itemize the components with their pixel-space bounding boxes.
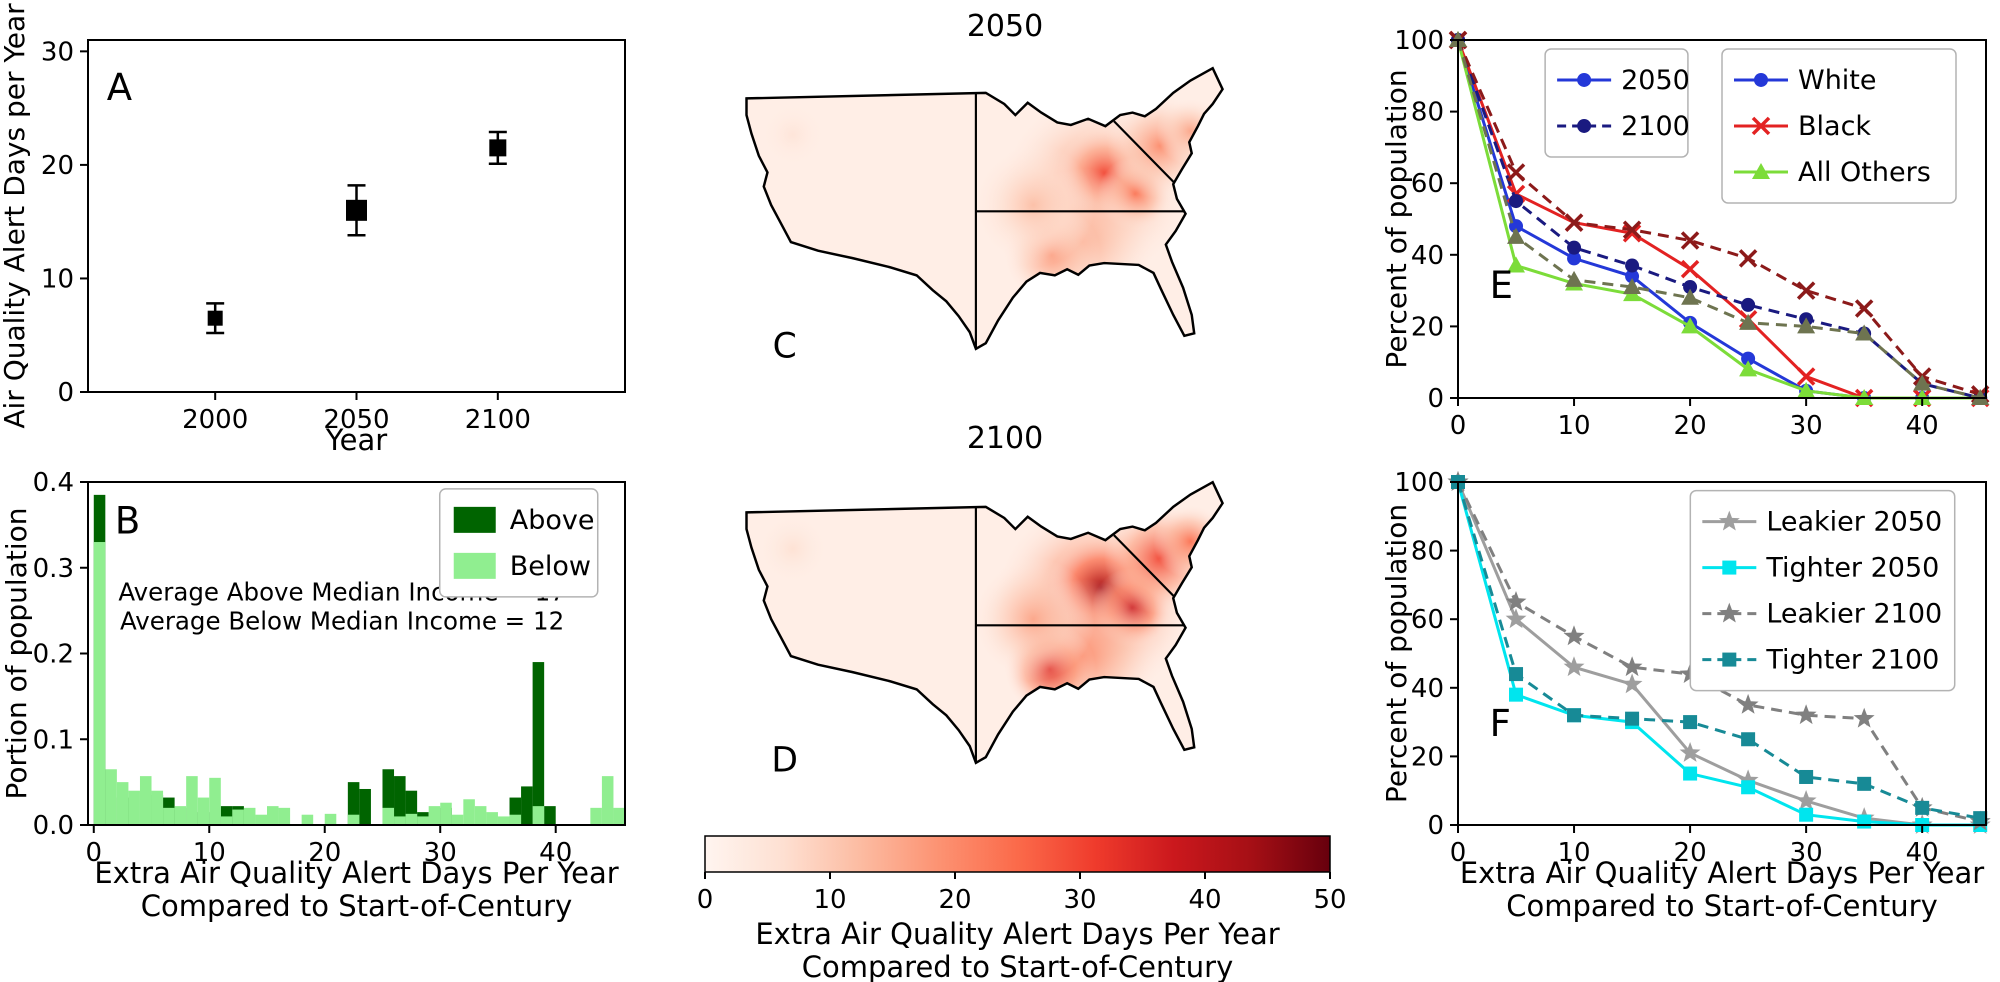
svg-text:B: B: [115, 499, 140, 542]
map-2050: C: [745, 66, 1224, 366]
svg-text:40: 40: [1906, 838, 1939, 868]
svg-text:0: 0: [1427, 384, 1444, 414]
svg-text:20: 20: [938, 885, 971, 915]
svg-text:30: 30: [41, 37, 74, 67]
svg-text:Compared to Start-of-Century: Compared to Start-of-Century: [802, 950, 1234, 982]
svg-text:20: 20: [1674, 411, 1707, 441]
svg-text:0.1: 0.1: [33, 725, 74, 755]
svg-text:0: 0: [1450, 411, 1467, 441]
svg-text:2050: 2050: [1621, 65, 1690, 96]
panel-a-chart: 2000 2050 2100 0 10 20 30 Year Air Quality Alert…: [0, 3, 626, 457]
svg-text:A: A: [107, 66, 132, 109]
svg-text:2100: 2100: [465, 405, 531, 435]
svg-text:Tighter 2050: Tighter 2050: [1765, 553, 1939, 584]
svg-text:Percent of population: Percent of population: [1380, 504, 1413, 803]
panel-f-chart: 0 10 20 30 40 0 20 40 60 80 100 Extra Air Quality A…: [1380, 468, 1991, 923]
svg-text:40: 40: [539, 838, 572, 868]
svg-text:Percent of population: Percent of population: [1380, 69, 1413, 368]
map-2050-title: 2050: [966, 9, 1044, 44]
svg-text:Portion of population: Portion of population: [0, 508, 33, 800]
svg-text:80: 80: [1411, 537, 1444, 567]
svg-text:Year: Year: [325, 423, 387, 457]
svg-text:10: 10: [1557, 411, 1590, 441]
svg-text:Leakier 2050: Leakier 2050: [1766, 507, 1942, 538]
svg-text:0: 0: [1427, 811, 1444, 841]
svg-text:2050: 2050: [323, 405, 389, 435]
panel-b-histogram: 0 10 20 30 40 0.0 0.1 0.2 0.3 0.4 Extra Air Qualit…: [0, 468, 626, 923]
svg-text:40: 40: [1188, 885, 1221, 915]
svg-text:60: 60: [1411, 169, 1444, 199]
svg-text:40: 40: [1411, 241, 1444, 271]
svg-text:100: 100: [1394, 468, 1444, 498]
svg-text:White: White: [1798, 65, 1877, 96]
svg-text:0.2: 0.2: [33, 640, 74, 670]
svg-text:Compared to Start-of-Century: Compared to Start-of-Century: [1506, 889, 1938, 923]
svg-text:0: 0: [86, 838, 103, 868]
svg-text:80: 80: [1411, 98, 1444, 128]
svg-text:F: F: [1490, 702, 1511, 745]
svg-text:100: 100: [1394, 26, 1444, 56]
svg-text:20: 20: [1674, 838, 1707, 868]
svg-text:40: 40: [1411, 674, 1444, 704]
svg-text:Compared to Start-of-Century: Compared to Start-of-Century: [141, 889, 573, 923]
svg-text:Black: Black: [1798, 111, 1871, 142]
svg-text:20: 20: [308, 838, 341, 868]
svg-text:D: D: [771, 740, 798, 780]
svg-text:2000: 2000: [182, 405, 248, 435]
svg-text:0.3: 0.3: [33, 554, 74, 584]
svg-text:50: 50: [1313, 885, 1346, 915]
svg-text:0: 0: [1450, 838, 1467, 868]
svg-text:Extra Air Quality Alert Days P: Extra Air Quality Alert Days Per Year: [755, 917, 1279, 951]
svg-text:20: 20: [41, 151, 74, 181]
svg-text:Tighter 2100: Tighter 2100: [1765, 645, 1939, 676]
svg-text:20: 20: [1411, 312, 1444, 342]
svg-text:Above: Above: [510, 505, 595, 536]
svg-text:Below: Below: [510, 551, 591, 582]
map-2100-title: 2100: [966, 421, 1044, 456]
svg-text:30: 30: [424, 838, 457, 868]
svg-text:0: 0: [697, 885, 714, 915]
svg-text:E: E: [1490, 264, 1513, 307]
svg-text:10: 10: [41, 264, 74, 294]
svg-text:20: 20: [1411, 742, 1444, 772]
svg-text:All Others: All Others: [1798, 157, 1931, 188]
svg-text:Leakier 2100: Leakier 2100: [1766, 599, 1942, 630]
svg-text:10: 10: [193, 838, 226, 868]
svg-text:Extra Air Quality Alert Days P: Extra Air Quality Alert Days Per Year: [1460, 856, 1984, 890]
svg-text:0: 0: [57, 378, 74, 408]
svg-text:2100: 2100: [1621, 111, 1690, 142]
svg-text:30: 30: [1063, 885, 1096, 915]
svg-text:10: 10: [813, 885, 846, 915]
colorbar: 0 10 20 30 40 50 Extra Air Quality Alert Days …: [697, 835, 1347, 982]
svg-text:40: 40: [1906, 411, 1939, 441]
svg-text:60: 60: [1411, 605, 1444, 635]
svg-text:C: C: [773, 326, 797, 366]
svg-text:Air Quality Alert Days per Yea: Air Quality Alert Days per Year: [0, 3, 31, 429]
svg-text:10: 10: [1557, 838, 1590, 868]
map-2100: D: [745, 480, 1224, 780]
svg-text:Extra Air Quality Alert Days P: Extra Air Quality Alert Days Per Year: [94, 856, 618, 890]
svg-text:0.0: 0.0: [33, 811, 74, 841]
svg-text:0.4: 0.4: [33, 468, 74, 498]
panel-e-chart: 0 10 20 30 40 0 20 40 60 80 100 Percent of populati…: [1380, 26, 1990, 441]
svg-text:30: 30: [1790, 411, 1823, 441]
svg-text:Average Below Median Income =: Average Below Median Income = 12: [120, 606, 564, 635]
svg-text:30: 30: [1790, 838, 1823, 868]
